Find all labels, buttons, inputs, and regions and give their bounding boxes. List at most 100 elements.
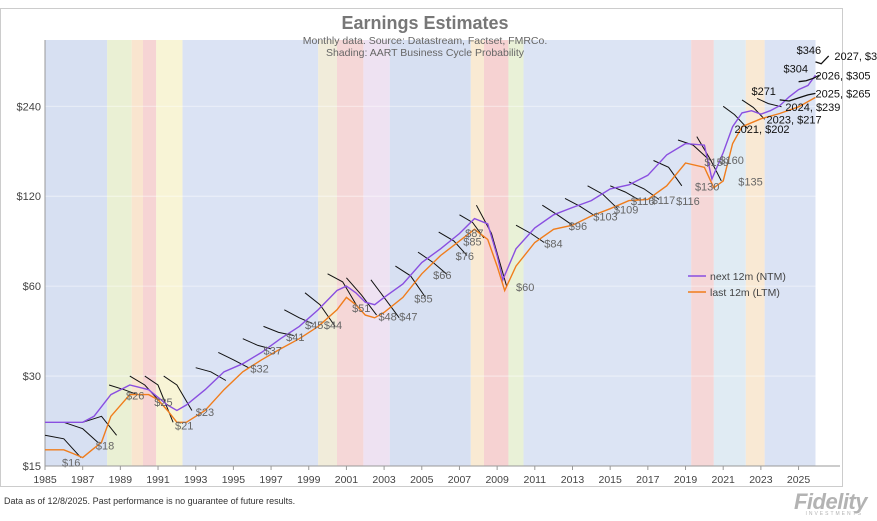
estimate-path-8 — [218, 351, 249, 369]
shading-band-3 — [142, 40, 157, 466]
estimate-path-11 — [284, 309, 313, 324]
data-label: $32 — [250, 364, 268, 376]
series-line-1 — [45, 96, 816, 459]
data-label: $103 — [593, 212, 617, 224]
x-tick-label: 1997 — [259, 474, 283, 486]
future-area — [815, 40, 840, 466]
data-label: $109 — [614, 204, 638, 216]
data-label: $87 — [465, 228, 483, 240]
x-tick-label: 2013 — [561, 474, 585, 486]
x-tick-label: 1989 — [109, 474, 133, 486]
shading-band-4 — [156, 40, 183, 466]
estimate-path-29 — [696, 136, 722, 182]
x-tick-label: 2017 — [636, 474, 660, 486]
data-label: $117 — [652, 195, 676, 207]
legend-entry: next 12m (NTM) — [710, 271, 786, 283]
estimate-path-32 — [756, 97, 782, 108]
estimate-path-26 — [628, 181, 660, 200]
estimate-path-14 — [346, 277, 377, 316]
earnings-chart: $15 $30 $60 $120 $240 1985 1987 1989 1991 1993 199… — [0, 8, 877, 487]
y-tick-label: $120 — [17, 191, 41, 203]
x-tick-label: 2003 — [372, 474, 396, 486]
chart-subtitle: Monthly data. Source: Datastream, Factse… — [303, 35, 548, 47]
estimate-path-3 — [108, 384, 138, 396]
fidelity-logo: Fidelity — [793, 489, 868, 514]
data-label: $25 — [154, 397, 172, 409]
data-label: $96 — [569, 221, 587, 233]
data-label: 2025, $265 — [816, 89, 871, 101]
data-label: $23 — [196, 407, 214, 419]
data-label: 2027, $354 — [834, 51, 877, 63]
data-label: $48 — [378, 312, 396, 324]
shading-band-10 — [470, 40, 484, 466]
data-label: $346 — [797, 45, 821, 57]
data-label: $159 — [704, 157, 728, 169]
shading-band-14 — [691, 40, 714, 466]
x-tick-label: 1999 — [297, 474, 321, 486]
data-label: $135 — [738, 176, 762, 188]
shading-band-15 — [713, 40, 746, 466]
shading-band-12 — [508, 40, 524, 466]
x-tick-label: 2011 — [524, 474, 547, 486]
shading-band-17 — [764, 40, 816, 466]
legend-entry: last 12m (LTM) — [710, 287, 780, 299]
estimate-path-0 — [44, 434, 82, 458]
estimate-path-22 — [542, 204, 573, 226]
shading-band-16 — [745, 40, 765, 466]
data-label: $26 — [126, 391, 144, 403]
estimate-path-31 — [741, 99, 765, 120]
estimate-path-4 — [129, 375, 159, 401]
estimate-path-7 — [195, 367, 227, 381]
x-tick-label: 2019 — [674, 474, 698, 486]
estimate-path-23 — [564, 197, 596, 217]
data-label: $37 — [264, 345, 282, 357]
x-tick-label: 2021 — [712, 474, 736, 486]
shading-band-9 — [389, 40, 471, 466]
x-tick-label: 1991 — [146, 474, 170, 486]
x-tick-label: 2007 — [448, 474, 472, 486]
estimate-path-10 — [263, 325, 294, 336]
estimate-path-1 — [63, 421, 99, 443]
y-tick-label: $15 — [23, 461, 41, 473]
x-tick-label: 2001 — [335, 474, 359, 486]
estimate-path-5 — [144, 375, 174, 423]
y-tick-label: $60 — [23, 281, 41, 293]
estimate-path-2 — [82, 415, 117, 436]
x-tick-label: 1985 — [33, 474, 57, 486]
data-label: 2024, $239 — [785, 102, 840, 114]
chart-subtitle: Shading: AART Business Cycle Probability — [326, 47, 525, 59]
estimate-path-30 — [722, 105, 749, 129]
x-tick-label: 1995 — [222, 474, 246, 486]
data-label: $21 — [175, 420, 193, 432]
data-label: $47 — [399, 312, 417, 324]
data-label: $271 — [751, 86, 775, 98]
data-label: $66 — [433, 270, 451, 282]
data-label: $304 — [783, 64, 807, 76]
estimate-path-9 — [242, 338, 272, 350]
data-label: $45 — [305, 320, 323, 332]
data-label: $160 — [719, 155, 743, 167]
y-tick-label: $30 — [23, 371, 41, 383]
data-label: $116 — [631, 196, 655, 208]
data-label: 2026, $305 — [816, 70, 871, 82]
x-tick-label: 2023 — [749, 474, 773, 486]
shading-band-0 — [45, 40, 108, 466]
series-line-2 — [779, 92, 816, 102]
estimate-path-28 — [677, 139, 709, 160]
data-label: 2021, $202 — [735, 124, 790, 136]
chart-title: Earnings Estimates — [341, 13, 508, 33]
series-line-3 — [798, 74, 820, 83]
data-label: $85 — [463, 237, 481, 249]
estimate-path-13 — [327, 273, 359, 308]
shading-band-13 — [523, 40, 692, 466]
data-label: $41 — [286, 332, 304, 344]
shading-band-8 — [363, 40, 390, 466]
fidelity-logo-sub: INVESTMENTS — [805, 511, 863, 517]
data-label: 2023, $217 — [767, 115, 822, 127]
data-label: $44 — [324, 320, 342, 332]
x-tick-label: 2005 — [410, 474, 434, 486]
x-tick-label: 2009 — [485, 474, 509, 486]
y-tick-label: $240 — [17, 101, 41, 113]
data-label: $18 — [96, 440, 114, 452]
